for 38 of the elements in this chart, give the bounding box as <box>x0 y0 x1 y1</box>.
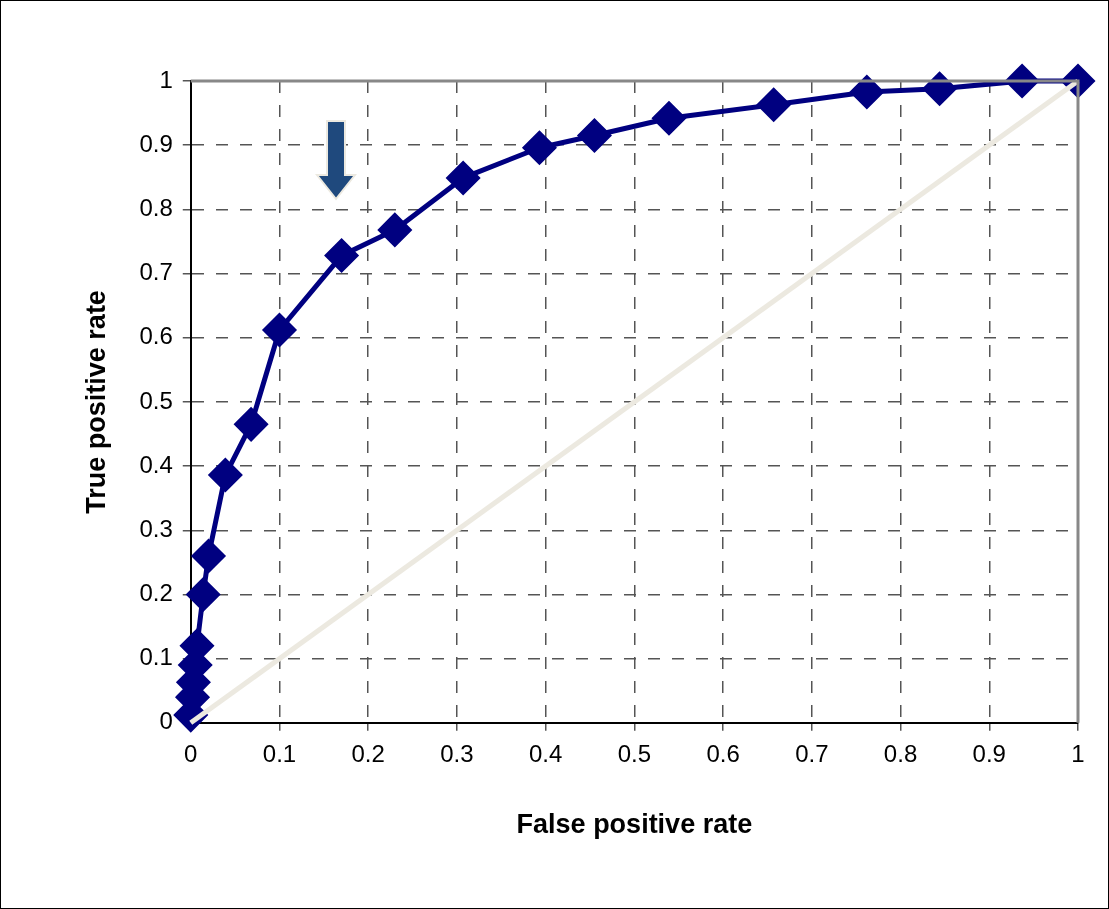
x-tick-label: 0.6 <box>706 739 740 767</box>
x-tick-label: 0 <box>184 739 198 767</box>
point <box>262 313 296 347</box>
point <box>192 539 226 573</box>
point <box>208 458 242 492</box>
x-tick-label: 0.2 <box>351 739 385 767</box>
y-tick-label: 0.4 <box>139 450 173 478</box>
y-tick-label: 0.3 <box>139 514 173 542</box>
x-tick-label: 0.5 <box>617 739 652 767</box>
y-tick-label: 1 <box>159 65 173 93</box>
point <box>522 131 556 165</box>
x-axis-title: False positive rate <box>516 809 753 840</box>
y-tick-label: 0.8 <box>139 193 173 221</box>
x-tick-label: 0.1 <box>262 739 297 767</box>
point <box>577 119 611 153</box>
point <box>378 213 412 247</box>
point <box>757 88 791 122</box>
x-tick-label: 0.7 <box>795 739 829 767</box>
y-tick-label: 0.1 <box>139 643 173 671</box>
point <box>186 577 220 611</box>
y-tick-label: 0.6 <box>139 322 173 350</box>
x-tick-label: 1 <box>1071 739 1085 767</box>
y-axis-title: True positive rate <box>80 290 111 514</box>
x-tick-label: 0.4 <box>528 739 563 767</box>
y-tick-label: 0.5 <box>139 386 173 414</box>
point <box>923 72 957 106</box>
y-tick-label: 0.7 <box>139 258 173 286</box>
point <box>652 101 686 135</box>
x-tick-label: 0.9 <box>972 739 1006 767</box>
y-tick-label: 0 <box>159 707 173 735</box>
point <box>446 161 480 195</box>
point <box>234 407 268 441</box>
point <box>325 239 359 273</box>
x-tick-label: 0.8 <box>883 739 918 767</box>
y-tick-label: 0.2 <box>139 579 173 607</box>
x-tick-label: 0.3 <box>440 739 474 767</box>
y-tick-label: 0.9 <box>139 129 173 157</box>
point <box>850 75 884 109</box>
